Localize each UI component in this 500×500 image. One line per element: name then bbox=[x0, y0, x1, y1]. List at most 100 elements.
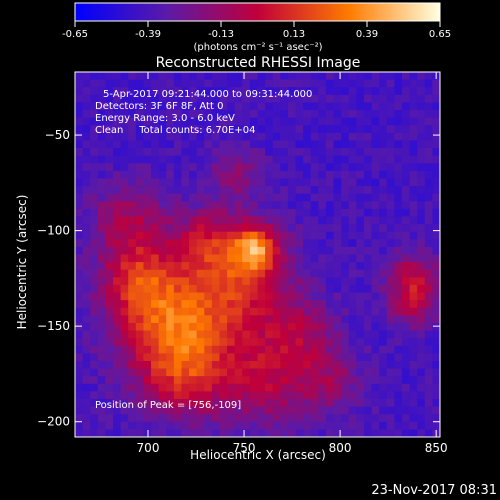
heatmap-cell bbox=[401, 148, 410, 157]
heatmap-cell bbox=[173, 87, 182, 96]
heatmap-cell bbox=[333, 269, 342, 278]
heatmap-cell bbox=[280, 132, 289, 141]
heatmap-cell bbox=[90, 254, 99, 263]
heatmap-cell bbox=[234, 254, 243, 263]
heatmap-cell bbox=[341, 246, 350, 255]
heatmap-cell bbox=[120, 391, 129, 400]
heatmap-cell bbox=[227, 315, 236, 324]
heatmap-cell bbox=[189, 414, 198, 423]
heatmap-cell bbox=[272, 262, 281, 271]
heatmap-cell bbox=[227, 414, 236, 423]
heatmap-cell bbox=[371, 72, 380, 80]
heatmap-cell bbox=[325, 338, 334, 347]
heatmap-cell bbox=[113, 322, 122, 331]
colorbar-tick-label: 0.39 bbox=[356, 29, 378, 40]
heatmap-cell bbox=[135, 353, 144, 362]
heatmap-cell bbox=[128, 353, 137, 362]
heatmap-cell bbox=[242, 208, 251, 217]
heatmap-cell bbox=[105, 102, 114, 111]
heatmap-cell bbox=[120, 429, 129, 438]
heatmap-cell bbox=[196, 216, 205, 225]
heatmap-cell bbox=[204, 292, 213, 301]
heatmap-cell bbox=[196, 345, 205, 354]
heatmap-cell bbox=[82, 201, 91, 210]
heatmap-cell bbox=[363, 353, 372, 362]
heatmap-cell bbox=[105, 345, 114, 354]
heatmap-cell bbox=[295, 186, 304, 195]
heatmap-cell bbox=[333, 117, 342, 126]
heatmap-cell bbox=[181, 269, 190, 278]
heatmap-cell bbox=[363, 406, 372, 415]
heatmap-cell bbox=[394, 300, 403, 309]
heatmap-cell bbox=[265, 360, 274, 369]
heatmap-cell bbox=[135, 277, 144, 286]
heatmap-cell bbox=[128, 338, 137, 347]
heatmap-cell bbox=[128, 110, 137, 119]
heatmap-cell bbox=[82, 360, 91, 369]
heatmap-cell bbox=[356, 406, 365, 415]
heatmap-cell bbox=[325, 125, 334, 134]
heatmap-cell bbox=[265, 125, 274, 134]
heatmap-cell bbox=[158, 163, 167, 172]
heatmap-cell bbox=[432, 307, 441, 316]
heatmap-cell bbox=[280, 353, 289, 362]
heatmap-cell bbox=[401, 429, 410, 438]
heatmap-cell bbox=[280, 406, 289, 415]
heatmap-cell bbox=[113, 140, 122, 149]
heatmap-cell bbox=[181, 102, 190, 111]
heatmap-cell bbox=[325, 239, 334, 248]
heatmap-cell bbox=[143, 414, 152, 423]
heatmap-cell bbox=[75, 277, 83, 286]
heatmap-cell bbox=[363, 315, 372, 324]
heatmap-cell bbox=[265, 186, 274, 195]
heatmap-cell bbox=[265, 406, 274, 415]
heatmap-cell bbox=[166, 208, 175, 217]
heatmap-cell bbox=[318, 87, 327, 96]
heatmap-cell bbox=[409, 201, 418, 210]
heatmap-cell bbox=[394, 140, 403, 149]
heatmap-cell bbox=[211, 414, 220, 423]
heatmap-cell bbox=[280, 414, 289, 423]
heatmap-cell bbox=[211, 79, 220, 88]
heatmap-cell bbox=[211, 254, 220, 263]
heatmap-cell bbox=[234, 383, 243, 392]
heatmap-cell bbox=[234, 262, 243, 271]
heatmap-cell bbox=[75, 163, 83, 172]
heatmap-cell bbox=[371, 383, 380, 392]
heatmap-cell bbox=[113, 132, 122, 141]
heatmap-cell bbox=[196, 140, 205, 149]
heatmap-cell bbox=[318, 102, 327, 111]
heatmap-cell bbox=[196, 186, 205, 195]
heatmap-cell bbox=[424, 391, 433, 400]
heatmap-cell bbox=[333, 368, 342, 377]
heatmap-cell bbox=[394, 330, 403, 339]
heatmap-cell bbox=[356, 186, 365, 195]
heatmap-cell bbox=[386, 254, 395, 263]
heatmap-cell bbox=[120, 186, 129, 195]
heatmap-cell bbox=[257, 231, 266, 240]
heatmap-cell bbox=[348, 94, 357, 103]
heatmap-cell bbox=[318, 414, 327, 423]
heatmap-cell bbox=[356, 300, 365, 309]
heatmap-cell bbox=[356, 239, 365, 248]
heatmap-cell bbox=[151, 429, 160, 438]
heatmap-cell bbox=[272, 87, 281, 96]
heatmap-cell bbox=[386, 72, 395, 80]
heatmap-cell bbox=[432, 110, 441, 119]
footer-timestamp: 23-Nov-2017 08:31 bbox=[371, 483, 497, 498]
heatmap-cell bbox=[143, 117, 152, 126]
heatmap-cell bbox=[379, 368, 388, 377]
heatmap-cell bbox=[348, 322, 357, 331]
heatmap-cell bbox=[257, 383, 266, 392]
heatmap-cell bbox=[90, 155, 99, 164]
heatmap-cell bbox=[158, 224, 167, 233]
heatmap-cell bbox=[363, 262, 372, 271]
heatmap-cell bbox=[303, 163, 312, 172]
heatmap-cell bbox=[189, 186, 198, 195]
heatmap-cell bbox=[227, 102, 236, 111]
heatmap-cell bbox=[219, 231, 228, 240]
heatmap-cell bbox=[189, 360, 198, 369]
heatmap-cell bbox=[257, 269, 266, 278]
heatmap-cell bbox=[409, 398, 418, 407]
heatmap-cell bbox=[151, 193, 160, 202]
